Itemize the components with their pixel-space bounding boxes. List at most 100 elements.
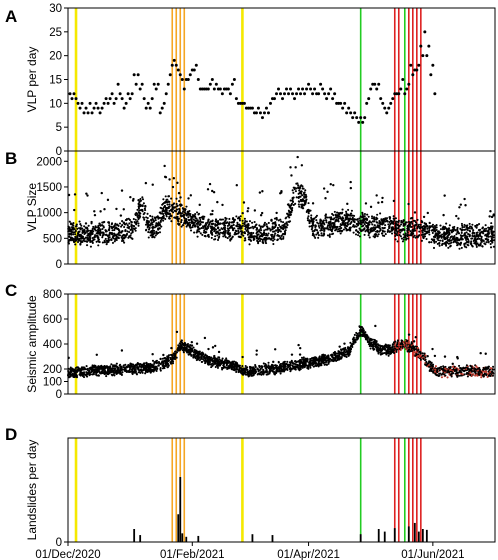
data-point — [341, 216, 344, 219]
data-point — [333, 210, 336, 213]
data-point — [450, 235, 453, 238]
data-point — [331, 228, 334, 231]
data-point — [333, 217, 336, 220]
data-point — [151, 229, 154, 232]
data-point — [434, 365, 437, 368]
data-point — [352, 338, 355, 342]
data-point — [458, 374, 461, 377]
data-point — [364, 230, 367, 233]
data-point — [366, 334, 369, 338]
data-point — [178, 207, 181, 210]
data-point — [253, 220, 256, 224]
data-point — [210, 236, 213, 239]
data-point — [297, 203, 300, 206]
data-point — [118, 222, 122, 225]
data-point — [418, 230, 421, 233]
data-point — [477, 234, 480, 237]
data-point — [188, 73, 192, 77]
data-point — [226, 227, 229, 230]
data-point — [381, 101, 385, 105]
data-point — [68, 232, 71, 235]
plot-frame — [67, 7, 496, 152]
data-point — [159, 368, 162, 371]
data-point — [380, 200, 384, 204]
data-point — [149, 371, 152, 374]
data-point — [350, 212, 353, 215]
data-point — [147, 362, 150, 366]
data-point — [314, 228, 317, 231]
data-point — [180, 221, 183, 224]
data-point — [404, 232, 407, 235]
data-point — [415, 68, 419, 72]
data-point — [185, 221, 188, 224]
data-point — [253, 238, 256, 241]
data-point — [288, 361, 291, 364]
data-point — [466, 375, 469, 378]
data-point — [295, 196, 298, 199]
data-point — [92, 238, 95, 241]
data-point — [388, 216, 391, 219]
data-point — [273, 364, 276, 367]
data-point — [347, 217, 350, 220]
data-point — [75, 223, 78, 226]
data-point — [235, 184, 238, 187]
data-point — [416, 218, 419, 221]
data-point — [237, 232, 240, 235]
data-point — [108, 232, 111, 235]
data-point — [435, 232, 438, 235]
data-point — [192, 356, 195, 359]
data-point — [201, 221, 204, 224]
data-point — [86, 111, 90, 115]
data-point — [407, 82, 411, 86]
data-point — [186, 78, 190, 81]
data-point — [366, 224, 369, 227]
data-point — [184, 208, 187, 211]
data-point — [73, 208, 76, 212]
data-point — [162, 207, 165, 210]
data-point — [453, 238, 456, 241]
data-point — [407, 237, 410, 240]
data-point — [86, 228, 89, 231]
data-point — [308, 222, 311, 225]
data-point — [377, 82, 381, 86]
data-point — [286, 366, 290, 369]
data-point — [82, 111, 86, 115]
data-point — [485, 227, 488, 230]
data-point — [425, 54, 429, 58]
data-point — [74, 374, 77, 377]
data-point — [182, 351, 185, 354]
data-point — [419, 223, 422, 226]
data-point — [130, 224, 134, 227]
data-point — [223, 227, 226, 230]
data-point — [357, 120, 361, 124]
data-point — [159, 219, 162, 222]
data-point — [147, 228, 151, 231]
data-point — [286, 360, 289, 363]
data-point — [122, 364, 125, 367]
data-point — [231, 229, 235, 232]
y-tick-label: 0 — [56, 389, 62, 401]
data-point — [180, 219, 183, 222]
data-point — [282, 221, 285, 224]
data-point — [250, 233, 253, 237]
data-point — [331, 221, 334, 225]
data-point — [479, 228, 482, 231]
data-point — [104, 97, 108, 101]
data-point — [391, 222, 394, 225]
data-point — [491, 234, 494, 237]
data-point — [331, 97, 335, 101]
y-tick-label: 1000 — [36, 208, 62, 220]
data-point — [122, 221, 125, 224]
data-point — [483, 228, 486, 231]
data-point — [428, 241, 431, 244]
data-point — [321, 87, 325, 91]
data-point — [371, 223, 374, 226]
data-point — [243, 239, 246, 242]
data-point — [299, 190, 302, 194]
data-point — [137, 217, 140, 220]
data-point — [182, 87, 186, 91]
data-point — [445, 229, 449, 232]
data-point — [425, 230, 428, 233]
data-point — [260, 225, 263, 228]
